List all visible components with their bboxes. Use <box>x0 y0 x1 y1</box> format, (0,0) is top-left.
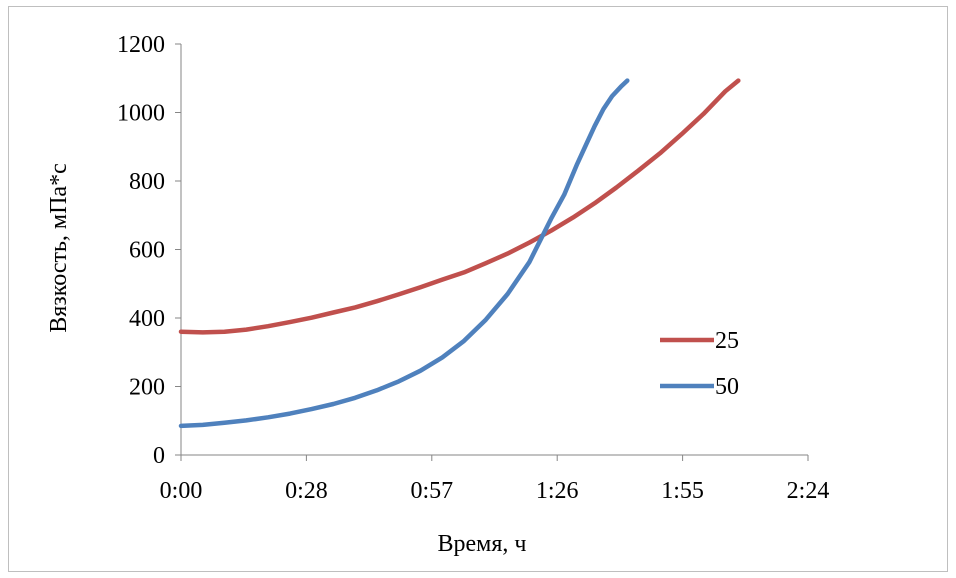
y-tick-label: 800 <box>129 169 165 195</box>
legend-item-25: 25 <box>660 328 739 354</box>
y-tick-label: 200 <box>129 375 165 401</box>
y-tick-label: 1000 <box>117 101 165 127</box>
series-line-50 <box>178 78 630 429</box>
x-tick-label: 2:24 <box>787 478 830 504</box>
y-tick-label: 0 <box>153 443 165 469</box>
x-tick-label: 1:26 <box>536 478 579 504</box>
legend-label-50: 50 <box>715 374 739 400</box>
series-layer <box>178 78 741 429</box>
x-axis-title: Время, ч <box>438 531 527 557</box>
series-line-25 <box>178 78 741 335</box>
y-tick-label: 600 <box>129 238 165 264</box>
legend-item-50: 50 <box>660 374 739 400</box>
y-tick-label: 1200 <box>117 32 165 58</box>
y-tick-label: 400 <box>129 306 165 332</box>
y-ticks: 0 200 400 600 800 1000 1200 <box>117 32 181 469</box>
legend-label-25: 25 <box>715 328 739 354</box>
x-tick-label: 1:55 <box>661 478 704 504</box>
legend: 25 50 <box>660 328 739 400</box>
y-axis-title: Вязкость, мПа*с <box>46 163 72 332</box>
x-tick-label: 0:57 <box>410 478 453 504</box>
chart-frame <box>8 6 948 572</box>
x-tick-label: 0:28 <box>285 478 328 504</box>
x-tick-label: 0:00 <box>160 478 203 504</box>
x-ticks: 0:00 0:28 0:57 1:26 1:55 2:24 <box>160 455 830 504</box>
